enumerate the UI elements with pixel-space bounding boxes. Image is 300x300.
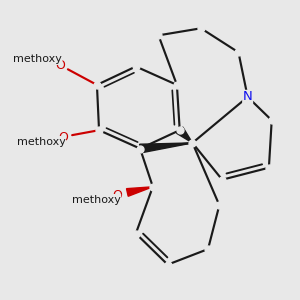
Polygon shape	[127, 187, 153, 196]
Polygon shape	[140, 143, 193, 153]
Text: O: O	[59, 131, 69, 144]
Text: N: N	[243, 90, 253, 104]
Text: methoxy: methoxy	[13, 54, 62, 64]
Polygon shape	[177, 127, 193, 143]
Text: methoxy: methoxy	[16, 136, 65, 146]
Text: O: O	[112, 189, 122, 202]
Text: O: O	[55, 58, 65, 72]
Text: methoxy: methoxy	[72, 194, 121, 205]
